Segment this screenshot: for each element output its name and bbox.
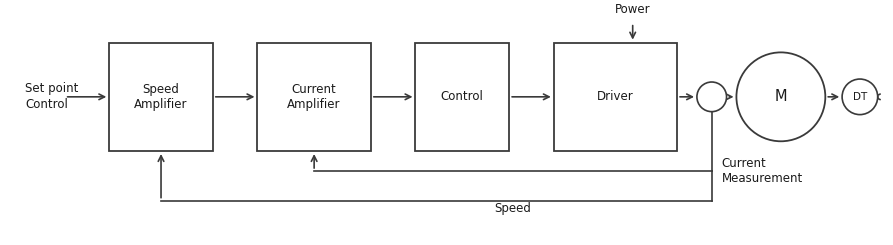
Bar — [554, 42, 677, 151]
Text: DT: DT — [853, 92, 867, 102]
Bar — [257, 42, 371, 151]
Text: Speed
Amplifier: Speed Amplifier — [134, 83, 188, 111]
Text: M: M — [774, 89, 787, 104]
Text: Current: Current — [722, 157, 766, 170]
Text: Control: Control — [25, 98, 68, 111]
Text: Driver: Driver — [597, 90, 634, 103]
Text: Power: Power — [615, 3, 650, 16]
Text: Speed: Speed — [495, 202, 531, 215]
Text: Measurement: Measurement — [722, 172, 803, 185]
Circle shape — [737, 52, 825, 141]
Circle shape — [697, 82, 727, 112]
Circle shape — [842, 79, 878, 115]
Text: Current
Amplifier: Current Amplifier — [288, 83, 341, 111]
Text: Control: Control — [441, 90, 484, 103]
Bar — [415, 42, 509, 151]
Bar — [109, 42, 213, 151]
Text: Set point: Set point — [25, 82, 79, 96]
